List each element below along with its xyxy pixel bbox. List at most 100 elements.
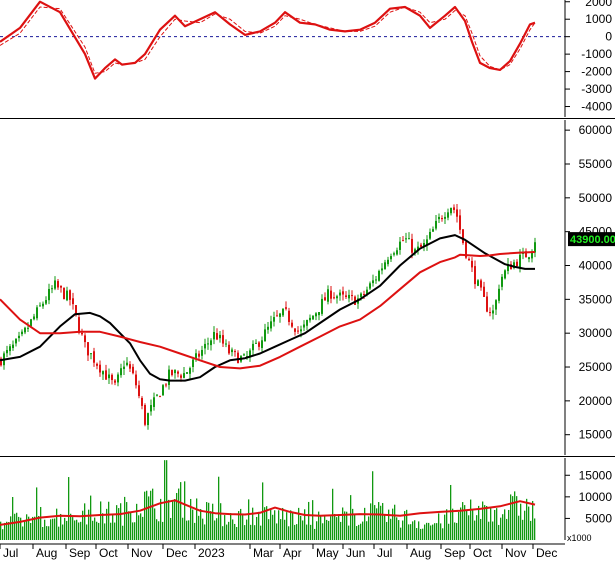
indicator-y-tick-label: -3000 — [581, 82, 612, 96]
candle-body — [411, 238, 413, 253]
volume-bar — [256, 516, 258, 540]
volume-bar — [472, 509, 474, 540]
volume-bar — [6, 521, 8, 540]
candle-body — [369, 283, 371, 289]
volume-bar — [468, 515, 470, 540]
candle-body — [255, 342, 257, 344]
x-tick-label: Jul — [3, 546, 18, 560]
candle-body — [72, 298, 74, 305]
volume-bar — [182, 517, 184, 540]
volume-bar — [76, 519, 78, 540]
candle-body — [393, 253, 395, 255]
candle-body — [144, 405, 146, 425]
volume-y-tick-label: 5000 — [585, 511, 612, 525]
volume-bar — [42, 527, 44, 540]
volume-bar — [338, 514, 340, 540]
volume-bar — [358, 524, 360, 540]
price-y-tick-label: 25000 — [579, 360, 613, 374]
volume-bar — [434, 523, 436, 540]
candle-body — [297, 330, 299, 332]
volume-bar — [266, 506, 268, 540]
candle-body — [462, 229, 464, 243]
volume-bar — [82, 510, 84, 540]
volume-bar — [512, 496, 514, 540]
volume-bar — [328, 520, 330, 540]
volume-bar — [326, 519, 328, 540]
volume-bar — [218, 476, 220, 540]
volume-bar — [136, 503, 138, 540]
candle-body — [366, 289, 368, 295]
volume-bar — [70, 513, 72, 540]
candle-body — [207, 343, 209, 345]
volume-bar — [212, 503, 214, 540]
volume-bar — [314, 528, 316, 540]
volume-bar — [350, 495, 352, 540]
volume-bar — [518, 515, 520, 540]
candle-body — [429, 231, 431, 239]
volume-bar — [392, 508, 394, 540]
volume-bar — [368, 516, 370, 540]
candle-body — [507, 264, 509, 271]
volume-bar — [474, 520, 476, 540]
volume-bar — [16, 512, 18, 540]
volume-bar — [230, 513, 232, 540]
candle-body — [273, 317, 275, 322]
candle-body — [408, 238, 410, 240]
candle-body — [516, 261, 518, 267]
volume-bar — [274, 510, 276, 540]
candle-body — [159, 396, 161, 398]
candle-body — [312, 315, 314, 320]
volume-bar — [276, 523, 278, 540]
volume-bar — [438, 513, 440, 540]
volume-bar — [484, 505, 486, 540]
candle-body — [309, 317, 311, 321]
candle-body — [477, 280, 479, 286]
candle-body — [174, 370, 176, 374]
volume-bar — [298, 507, 300, 540]
volume-bar — [210, 511, 212, 540]
x-tick-label: Aug — [36, 546, 57, 560]
volume-bar — [268, 519, 270, 540]
volume-bar — [164, 460, 166, 540]
volume-bar — [432, 524, 434, 540]
volume-bar — [294, 524, 296, 540]
volume-bar — [86, 524, 88, 540]
volume-bar — [222, 526, 224, 540]
volume-bar — [28, 516, 30, 540]
volume-bar — [366, 521, 368, 540]
volume-bar — [406, 509, 408, 540]
volume-bar — [336, 517, 338, 540]
candle-body — [474, 266, 476, 285]
volume-bar — [416, 528, 418, 540]
volume-bar — [26, 514, 28, 540]
x-tick-label: Aug — [410, 546, 431, 560]
candle-body — [198, 353, 200, 357]
candle-body — [27, 327, 29, 329]
x-tick-label: Nov — [505, 546, 526, 560]
volume-multiplier-label: x1000 — [567, 533, 592, 543]
volume-bar — [8, 522, 10, 540]
candle-body — [102, 371, 104, 375]
candle-body — [87, 342, 89, 356]
candle-body — [318, 312, 320, 316]
volume-bar — [30, 522, 32, 540]
x-axis: Jul Aug Sep Oct Nov Dec 2023 Mar Apr May Jun Jul Aug… — [0, 543, 565, 560]
candle-body — [192, 359, 194, 368]
candle-body — [231, 349, 233, 353]
candle-body — [108, 374, 110, 379]
volume-bar — [322, 523, 324, 540]
indicator-panel: 2000 1000 0 -1000 -2000 -3000 -4000 — [0, 0, 612, 114]
candle-body — [381, 268, 383, 271]
volume-bar — [0, 521, 2, 540]
volume-bar — [334, 513, 336, 540]
candle-body — [66, 290, 68, 301]
candle-body — [234, 351, 236, 353]
volume-bar — [420, 528, 422, 540]
volume-y-tick-label: 10000 — [579, 490, 613, 504]
volume-bar — [352, 508, 354, 540]
volume-bar — [174, 499, 176, 540]
volume-bar — [204, 524, 206, 540]
indicator-y-tick-label: 1000 — [585, 12, 612, 26]
volume-bar — [320, 515, 322, 540]
volume-bar — [62, 524, 64, 540]
